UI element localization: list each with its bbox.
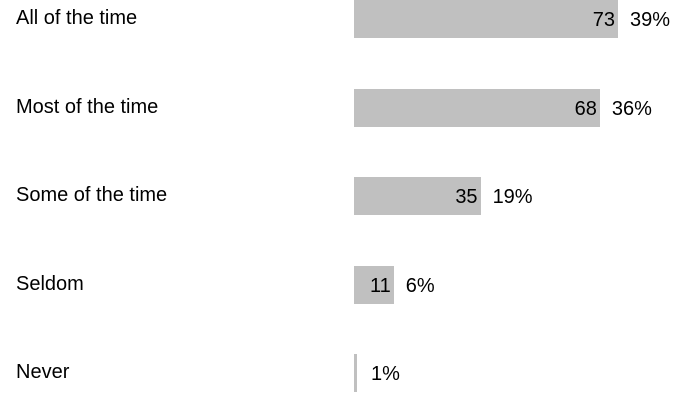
percent-label: 1% [371, 363, 400, 385]
percent-label: 19% [492, 186, 533, 208]
category-label: Some of the time [16, 184, 168, 206]
bar [354, 0, 618, 38]
category-label: Never [16, 361, 70, 383]
bar-value-label: 11 [370, 274, 391, 297]
percent-label: 6% [405, 274, 435, 297]
bar [354, 177, 481, 215]
percent-label: 39% [630, 9, 671, 31]
category-label: Seldom [16, 272, 84, 295]
bar [354, 354, 357, 392]
bar-value-label: 68 [574, 97, 597, 120]
category-label: All of the time [16, 7, 138, 29]
category-label: Most of the time [16, 95, 159, 118]
bar [354, 88, 600, 127]
percent-label: 36% [611, 97, 652, 120]
bar-value-label: 35 [455, 186, 478, 208]
bar [354, 265, 394, 304]
bar-value-label: 73 [592, 9, 615, 31]
